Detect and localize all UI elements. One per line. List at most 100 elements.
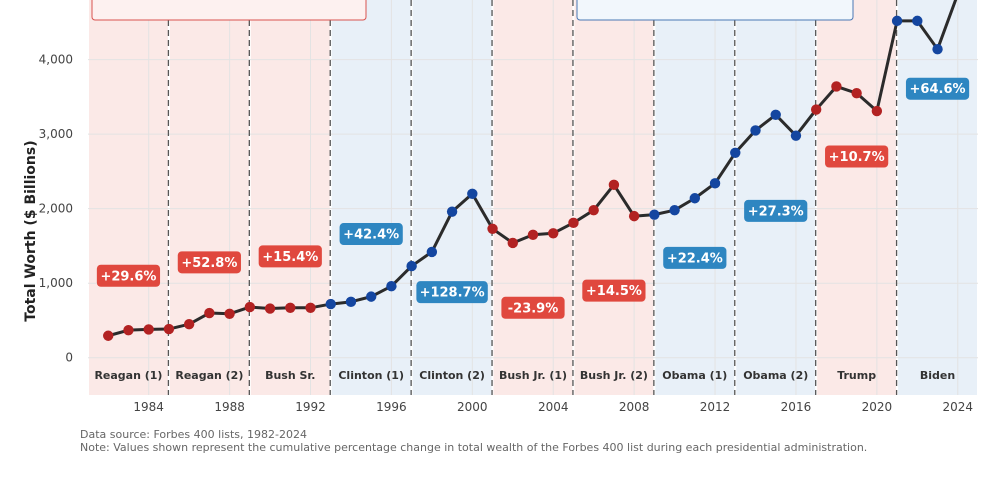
legend-democrat-box [576, 0, 854, 21]
x-tick-label: 1988 [214, 400, 245, 414]
y-tick-label: 0 [65, 351, 73, 365]
administration-name-label: Clinton (2) [419, 369, 485, 382]
administration-name-label: Obama (1) [662, 369, 727, 382]
percent-change-label: +10.7% [825, 145, 889, 168]
x-tick-label: 2004 [538, 400, 569, 414]
administration-name-label: Biden [920, 369, 955, 382]
percent-change-label: +42.4% [339, 223, 403, 246]
data-point [912, 15, 923, 27]
percent-change-badge [96, 264, 161, 287]
administration-name-label: Clinton (1) [338, 369, 404, 382]
data-point [891, 15, 903, 27]
data-point [325, 298, 336, 310]
percent-change-badge [501, 296, 565, 319]
data-point [244, 301, 256, 313]
y-tick-label: 4,000 [39, 53, 73, 67]
x-tick-label: 2012 [700, 400, 731, 414]
x-tick-label: 1992 [295, 400, 326, 414]
data-point [810, 104, 822, 115]
percent-change-badge [744, 199, 808, 222]
administration-band [169, 0, 249, 395]
data-point [163, 323, 175, 335]
data-point [649, 209, 660, 220]
percent-change-badge [416, 281, 488, 304]
x-tick-label: 2020 [862, 400, 893, 414]
data-point [568, 217, 579, 229]
administration-band [493, 0, 573, 395]
percent-change-label: +64.6% [905, 77, 970, 100]
data-point [264, 303, 276, 314]
data-point [345, 296, 357, 308]
data-point [548, 228, 559, 239]
x-tick-label: 1984 [133, 400, 164, 414]
percent-change-label: +14.5% [582, 279, 646, 302]
administration-band [736, 0, 816, 395]
data-point [305, 302, 316, 314]
administration-band [412, 0, 492, 395]
data-point [467, 188, 478, 199]
y-axis-title: Total Worth ($ Billions) [23, 140, 39, 321]
data-point [750, 125, 761, 136]
x-tick-label: 2016 [781, 400, 812, 414]
administration-name-label: Bush Sr. [265, 369, 315, 382]
percent-change-text: +128.7% [420, 286, 485, 301]
x-tick-label: 2008 [619, 400, 650, 414]
data-point [487, 223, 498, 235]
percent-change-text: -23.9% [508, 301, 559, 316]
percent-change-text: +15.4% [262, 250, 318, 265]
percent-change-label: +52.8% [177, 251, 241, 274]
y-tick-label: 1,000 [39, 276, 73, 290]
x-tick-label: 2024 [942, 400, 973, 414]
data-point [426, 246, 438, 258]
administration-band [331, 0, 411, 395]
data-point [608, 179, 620, 191]
data-point [103, 330, 114, 341]
percent-change-label: +29.6% [96, 264, 161, 287]
data-point [365, 291, 377, 302]
data-point [446, 206, 458, 217]
percent-change-text: +42.4% [343, 228, 399, 243]
data-point [406, 260, 417, 272]
data-source-note: Data source: Forbes 400 lists, 1982-2024 [80, 428, 307, 441]
data-point [770, 109, 781, 120]
administration-name-label: Reagan (1) [94, 369, 162, 382]
data-point [123, 324, 134, 336]
percent-change-text: +64.6% [910, 82, 966, 97]
percent-change-text: +22.4% [667, 251, 723, 266]
data-point [285, 302, 296, 314]
percent-change-label: -23.9% [501, 296, 565, 319]
administration-name-label: Reagan (2) [175, 369, 243, 382]
data-point [143, 324, 154, 335]
legend-republican-box [91, 0, 367, 21]
data-point [932, 43, 943, 55]
data-point [689, 193, 701, 204]
administration-name-label: Bush Jr. (2) [580, 369, 648, 382]
y-tick-label: 2,000 [39, 202, 73, 216]
data-point [669, 204, 680, 216]
data-point [831, 81, 842, 92]
percent-change-badge [177, 251, 241, 274]
percent-change-text: +27.3% [748, 204, 804, 219]
administration-name-label: Bush Jr. (1) [499, 369, 567, 382]
percent-change-badge [258, 245, 322, 268]
percent-change-text: +52.8% [181, 256, 237, 271]
percent-change-label: +27.3% [744, 199, 808, 222]
administration-band [898, 0, 977, 395]
administration-band [817, 0, 897, 395]
x-tick-label: 1996 [376, 400, 407, 414]
percent-change-text: +10.7% [829, 150, 885, 165]
percent-change-label: +22.4% [663, 246, 727, 269]
administration-band [574, 0, 654, 395]
percent-change-badge [825, 145, 889, 168]
data-point [871, 105, 883, 117]
administration-band [250, 0, 330, 395]
percent-change-label: +128.7% [416, 281, 488, 304]
data-point [527, 229, 539, 240]
percent-change-text: +14.5% [586, 284, 642, 299]
data-point [507, 237, 518, 249]
administration-name-label: Trump [837, 369, 876, 382]
y-tick-label: 3,000 [39, 127, 73, 141]
percent-change-label: +15.4% [258, 245, 322, 268]
data-point [204, 307, 215, 319]
